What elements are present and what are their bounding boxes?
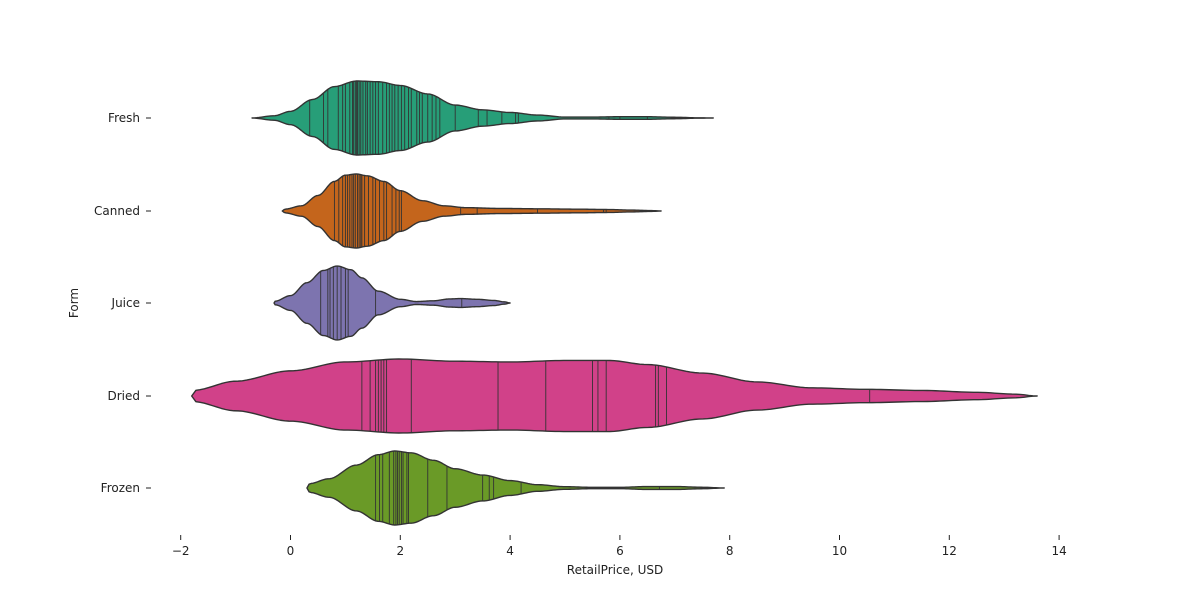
- x-tick-label: 4: [506, 544, 514, 558]
- x-tick-label: 14: [1051, 544, 1066, 558]
- x-tick-label: 12: [942, 544, 957, 558]
- violin-frozen: [306, 450, 725, 526]
- y-tick-label: Canned: [94, 204, 140, 218]
- x-tick-label: −2: [172, 544, 190, 558]
- x-axis: −2 0 2 4 6 8 10 12 14: [172, 535, 1067, 558]
- y-tick-label: Dried: [107, 389, 140, 403]
- violin-juice: [273, 265, 511, 341]
- violin-body-juice: [273, 265, 511, 341]
- violin-body-frozen: [306, 450, 725, 526]
- x-tick-label: 2: [396, 544, 404, 558]
- y-tick-label: Frozen: [101, 481, 140, 495]
- violin-body-fresh: [251, 80, 714, 156]
- x-tick-label: 10: [832, 544, 847, 558]
- y-tick-label: Fresh: [108, 111, 140, 125]
- x-tick-label: 8: [726, 544, 734, 558]
- y-tick-label: Juice: [111, 296, 140, 310]
- y-axis-label: Form: [67, 288, 81, 318]
- x-tick-label: 6: [616, 544, 624, 558]
- violin-canned: [281, 173, 662, 249]
- violin-fresh: [251, 80, 714, 156]
- violin-body-canned: [281, 173, 662, 249]
- x-tick-label: 0: [287, 544, 295, 558]
- violin-layer: [190, 80, 1038, 526]
- y-axis: Fresh Canned Juice Dried Frozen: [94, 111, 151, 495]
- x-axis-label: RetailPrice, USD: [567, 563, 663, 577]
- violin-dried: [190, 358, 1038, 434]
- violin-body-dried: [190, 358, 1038, 434]
